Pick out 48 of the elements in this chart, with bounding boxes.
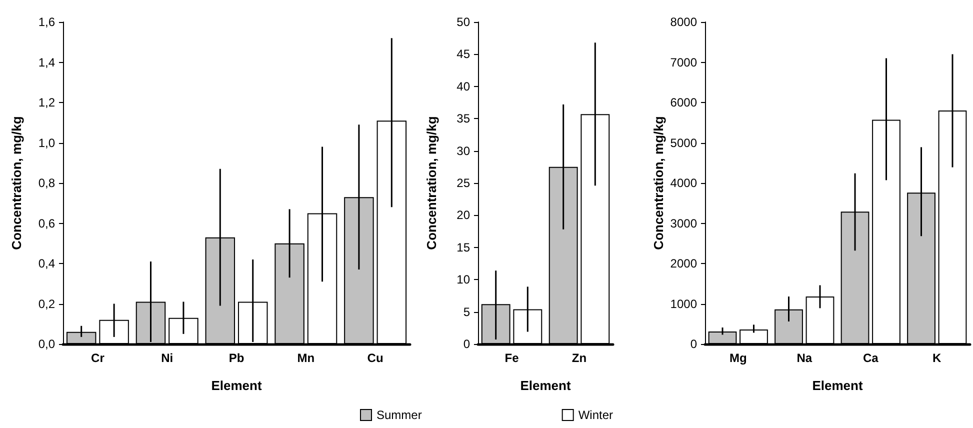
y-tick-label: 1,0 [38, 136, 56, 150]
y-tick-label: 7000 [670, 55, 698, 70]
y-tick-label: 5000 [670, 136, 698, 150]
x-axis-title: Element [211, 378, 262, 393]
x-tick-label: Pb [228, 351, 244, 365]
y-tick-label: 6000 [670, 96, 698, 110]
y-tick-label: 30 [456, 144, 470, 158]
y-tick-label: 50 [456, 15, 470, 29]
y-tick-label: 0,4 [38, 256, 56, 270]
y-axis-title: Concentration, mg/kg [9, 116, 24, 250]
y-tick-label: 25 [456, 176, 470, 190]
y-tick-label: 20 [456, 208, 470, 222]
x-tick-label: Mg [729, 351, 747, 365]
y-tick-label: 0,8 [38, 176, 56, 190]
x-tick-label: Ni [161, 351, 174, 365]
x-tick-label: Na [796, 351, 812, 365]
y-tick-label: 0,6 [38, 216, 56, 230]
y-tick-label: 15 [456, 240, 470, 254]
y-tick-label: 40 [456, 79, 470, 94]
y-tick-label: 1,4 [38, 55, 56, 70]
y-tick-label: 0,2 [38, 296, 56, 311]
y-tick-label: 10 [456, 272, 470, 287]
x-tick-label: K [932, 351, 942, 365]
y-tick-label: 2000 [670, 256, 698, 270]
x-tick-label: Cr [91, 351, 105, 365]
y-tick-label: 0 [463, 337, 470, 351]
y-tick-label: 1000 [670, 296, 698, 311]
y-tick-label: 0,0 [38, 337, 56, 351]
y-tick-label: 3000 [670, 216, 698, 230]
y-tick-label: 8000 [670, 15, 698, 29]
x-tick-label: Fe [504, 351, 520, 365]
x-axis-title: Element [812, 378, 864, 393]
y-tick-label: 1,2 [38, 96, 56, 110]
legend-label: Summer [376, 408, 422, 422]
x-tick-label: Cu [367, 351, 384, 365]
y-tick-label: 35 [456, 112, 470, 126]
legend-label: Winter [578, 408, 614, 422]
y-tick-label: 0 [690, 337, 698, 351]
x-tick-label: Zn [572, 351, 587, 365]
y-tick-label: 1,6 [38, 15, 56, 29]
x-tick-label: Ca [862, 351, 879, 365]
y-axis-title: Concentration, mg/kg [651, 116, 666, 250]
y-tick-label: 4000 [670, 176, 698, 190]
y-tick-label: 5 [463, 304, 470, 319]
y-axis-title: Concentration, mg/kg [424, 116, 439, 250]
y-tick-label: 45 [456, 47, 470, 62]
x-tick-label: Mn [297, 351, 315, 365]
x-axis-title: Element [520, 378, 572, 393]
